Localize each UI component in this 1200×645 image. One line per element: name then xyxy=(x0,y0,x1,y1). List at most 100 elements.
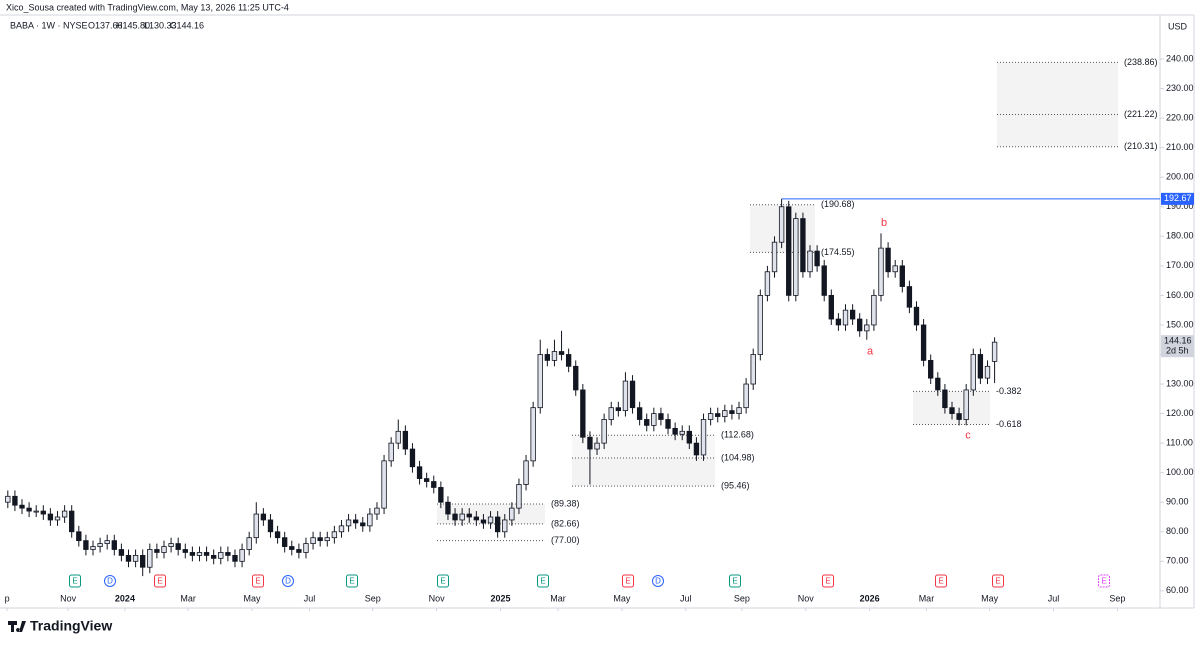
candle-up xyxy=(218,552,224,559)
candle-up xyxy=(537,354,543,409)
event-icon xyxy=(729,574,741,588)
candle-up xyxy=(551,351,558,361)
x-tick-label: p xyxy=(5,593,10,603)
candle-up xyxy=(388,442,394,462)
close-label: C144.16 xyxy=(170,20,204,30)
candle-up xyxy=(871,294,877,326)
candle-down xyxy=(857,318,863,332)
candle-down xyxy=(211,555,217,559)
candle-up xyxy=(345,519,352,527)
candle-down xyxy=(26,507,32,512)
candle-down xyxy=(693,442,700,456)
candle-down xyxy=(423,478,430,482)
candle-down xyxy=(715,413,721,417)
y-tick-label: 190.00 xyxy=(1166,201,1194,211)
x-tick-label: Nov xyxy=(429,593,446,603)
candle-down xyxy=(409,448,416,468)
candle-down xyxy=(615,407,622,412)
candle-down xyxy=(729,410,735,414)
level-label: (77.00) xyxy=(551,535,580,545)
event-marker: E xyxy=(154,574,166,588)
event-marker: E xyxy=(729,574,741,588)
candle-up xyxy=(864,324,870,332)
candle-up xyxy=(5,495,11,503)
candle-down xyxy=(260,513,267,521)
low-label: L130.33 xyxy=(144,20,177,30)
x-tick-label: Jul xyxy=(304,593,316,603)
candle-down xyxy=(949,407,955,414)
y-tick-label: 90.00 xyxy=(1166,497,1189,507)
level-label: (89.38) xyxy=(551,498,580,508)
candle-up xyxy=(90,546,96,550)
candle-down xyxy=(140,555,146,568)
currency: USD xyxy=(1168,21,1188,31)
candle-down xyxy=(360,522,366,527)
event-icon xyxy=(69,574,81,588)
candle-down xyxy=(558,351,565,355)
candle-down xyxy=(573,365,579,391)
candle-down xyxy=(47,513,54,521)
y-tick-label: 230.00 xyxy=(1166,83,1194,93)
candle-down xyxy=(289,546,295,550)
candle-up xyxy=(700,419,707,456)
event-marker: E xyxy=(992,574,1004,588)
candle-up xyxy=(764,271,771,296)
y-tick-label: 80.00 xyxy=(1166,526,1189,536)
candle-up xyxy=(487,516,494,524)
x-tick-label: May xyxy=(981,593,999,603)
candle-down xyxy=(402,430,409,450)
event-marker: E xyxy=(437,574,449,588)
x-tick-label: Mar xyxy=(919,593,935,603)
wave-label: a xyxy=(867,345,874,357)
wave-label: b xyxy=(881,217,887,229)
candle-down xyxy=(111,540,117,550)
candle-down xyxy=(672,427,678,435)
candle-up xyxy=(367,513,373,527)
y-tick-label: 100.00 xyxy=(1166,467,1194,477)
candle-down xyxy=(431,481,437,488)
candle-down xyxy=(935,377,941,391)
candle-up xyxy=(991,341,998,362)
zone xyxy=(572,457,715,487)
last-price-tag xyxy=(1161,335,1194,358)
candle-down xyxy=(445,501,451,515)
candle-down xyxy=(83,540,89,550)
candle-up xyxy=(601,419,607,444)
y-tick-label: 220.00 xyxy=(1166,112,1194,122)
candle-down xyxy=(629,380,636,409)
level-label: -0.382 xyxy=(996,386,1022,396)
x-tick-label: Nov xyxy=(60,593,77,603)
event-label: D xyxy=(285,577,291,586)
candle-down xyxy=(452,513,458,521)
candle-down xyxy=(182,549,188,553)
y-tick-label: 200.00 xyxy=(1166,172,1194,182)
event-label: E xyxy=(72,577,77,586)
zone-upper xyxy=(572,435,715,458)
candle-down xyxy=(977,354,984,379)
candle-up xyxy=(984,365,991,379)
level-label: (112.68) xyxy=(721,430,754,440)
candle-up xyxy=(97,543,103,547)
x-tick-label: Jul xyxy=(680,593,692,603)
event-icon xyxy=(935,574,947,588)
candle-down xyxy=(956,413,962,420)
y-tick-label: 240.00 xyxy=(1166,53,1194,63)
candle-up xyxy=(502,519,508,533)
brand-icon xyxy=(8,621,26,632)
candle-up xyxy=(459,513,465,521)
event-label: E xyxy=(540,577,545,586)
event-marker: E xyxy=(1098,574,1110,588)
x-tick-label: May xyxy=(244,593,262,603)
candle-down xyxy=(786,206,792,296)
candle-up xyxy=(757,294,763,355)
candle-up xyxy=(239,549,245,562)
x-tick-label: Sep xyxy=(365,593,381,603)
x-tick-label: Nov xyxy=(798,593,815,603)
candle-up xyxy=(132,555,139,562)
level-label: (95.46) xyxy=(721,480,750,490)
candle-down xyxy=(203,552,210,556)
event-icon xyxy=(154,574,166,588)
candle-down xyxy=(544,354,551,361)
event-label: E xyxy=(1101,577,1106,586)
